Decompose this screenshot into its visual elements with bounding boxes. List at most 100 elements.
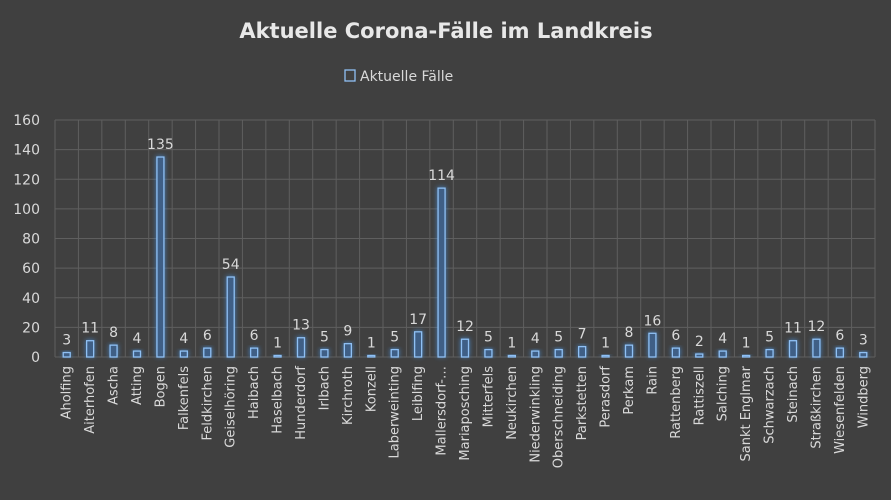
- data-label: 1: [742, 336, 751, 352]
- bar: [507, 354, 517, 358]
- x-axis-labels: Aholfing Aiterhofen Ascha Atting Bogen Falken…: [60, 365, 872, 468]
- data-label: 5: [484, 330, 493, 346]
- bar: [62, 351, 71, 358]
- x-tick-label: Salching: [716, 366, 731, 421]
- bar: [132, 350, 142, 358]
- bar: [109, 344, 118, 358]
- bar-group: [343, 342, 353, 358]
- x-tick-label: Laberweinting: [388, 366, 403, 459]
- x-tick-label: Rattenberg: [669, 366, 684, 439]
- y-tick-label: 40: [22, 291, 40, 307]
- bar: [695, 353, 704, 358]
- data-label: 5: [765, 330, 774, 346]
- bar: [554, 348, 563, 358]
- data-label: 8: [625, 325, 634, 341]
- x-tick-label: Parkstetten: [575, 366, 590, 440]
- y-tick-label: 80: [22, 232, 40, 248]
- bar-group: [413, 330, 423, 358]
- bar-group: [226, 276, 236, 358]
- bar: [156, 156, 165, 358]
- data-label: 4: [133, 331, 142, 347]
- bar: [343, 343, 353, 358]
- bar-group: [624, 344, 634, 358]
- x-tick-label: Niederwinkling: [528, 366, 543, 463]
- bar-group: [460, 338, 470, 358]
- bar: [367, 354, 376, 358]
- bar: [249, 347, 259, 358]
- data-label: 7: [578, 327, 587, 343]
- bar-group: [530, 350, 540, 358]
- bar-group: [179, 350, 189, 358]
- x-tick-label: Mitterfels: [481, 366, 496, 428]
- y-axis-ticks: 0 20 40 60 80 100 120 140 160: [13, 113, 40, 366]
- bar: [812, 338, 821, 358]
- data-label: 6: [671, 328, 680, 344]
- y-tick-label: 0: [31, 350, 40, 366]
- x-tick-label: Perkam: [622, 366, 637, 415]
- data-label: 114: [428, 168, 455, 184]
- bar: [179, 350, 189, 358]
- x-tick-label: Aiterhofen: [83, 366, 98, 434]
- bars: [62, 156, 868, 358]
- bar-group: [788, 339, 798, 358]
- x-tick-label: Windberg: [856, 366, 871, 428]
- bar-group: [483, 348, 493, 358]
- bar-group: [366, 354, 376, 358]
- bar-group: [155, 156, 165, 358]
- y-tick-label: 60: [22, 261, 40, 277]
- x-tick-label: Haselbach: [271, 366, 286, 434]
- bar-group: [109, 344, 119, 358]
- y-tick-label: 160: [13, 113, 40, 129]
- bar-group: [765, 348, 775, 358]
- legend: Aktuelle Fälle: [344, 69, 453, 85]
- data-label: 3: [859, 333, 868, 349]
- bar: [671, 347, 681, 358]
- bar-group: [390, 348, 400, 358]
- bar: [601, 354, 610, 358]
- data-label: 4: [179, 331, 188, 347]
- x-tick-label: Atting: [130, 366, 145, 405]
- data-label: 17: [409, 312, 427, 328]
- bar: [85, 340, 95, 358]
- data-label: 8: [109, 325, 118, 341]
- gridlines: [54, 119, 876, 358]
- bar-group: [647, 332, 657, 358]
- x-tick-label: Hunderdorf: [294, 366, 309, 440]
- bar: [320, 348, 329, 358]
- x-tick-label: Schwarzach: [763, 366, 778, 444]
- bar: [577, 345, 587, 358]
- y-tick-label: 140: [13, 143, 40, 159]
- bar-group: [132, 350, 142, 358]
- data-label: 11: [784, 321, 802, 337]
- data-label: 1: [507, 336, 516, 352]
- bar-group: [62, 351, 72, 358]
- bar: [390, 348, 399, 358]
- data-label: 11: [81, 321, 99, 337]
- bar: [718, 350, 727, 358]
- legend-label: Aktuelle Fälle: [360, 69, 453, 85]
- bar: [203, 347, 212, 358]
- x-tick-label: Neukirchen: [505, 366, 520, 440]
- bar-group: [249, 347, 259, 358]
- bar: [788, 340, 798, 358]
- x-tick-label: Aholfing: [60, 366, 75, 419]
- data-label: 1: [367, 336, 376, 352]
- x-tick-label: Ascha: [107, 366, 122, 405]
- data-label: 6: [203, 328, 212, 344]
- bar-group: [507, 354, 517, 358]
- bar-group: [319, 348, 329, 358]
- bar: [859, 351, 868, 358]
- x-tick-label: Bogen: [153, 366, 168, 407]
- bar: [460, 338, 470, 358]
- bar-group: [577, 345, 587, 358]
- chart-title: Aktuelle Corona-Fälle im Landkreis: [239, 19, 652, 43]
- bar-group: [671, 347, 681, 358]
- x-tick-label: Rain: [645, 366, 660, 395]
- bar: [835, 347, 845, 358]
- data-label: 12: [456, 319, 474, 335]
- bar: [531, 350, 540, 358]
- bar: [273, 354, 282, 358]
- bar: [765, 348, 774, 358]
- x-tick-label: Mariaposching: [458, 366, 473, 461]
